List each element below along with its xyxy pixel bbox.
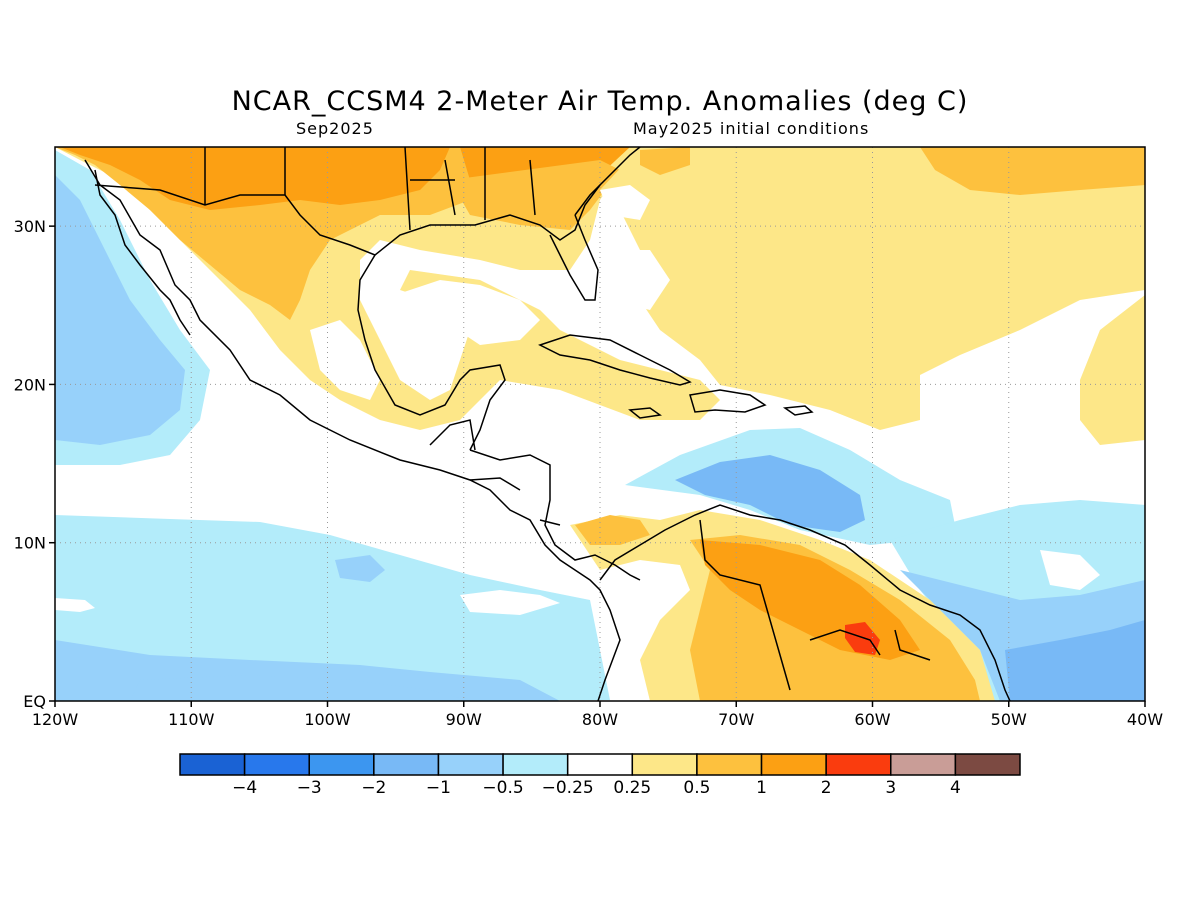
field-warm-atlantic-nw [640, 147, 690, 175]
colorbar-label: 0.25 [613, 778, 651, 798]
colorbar-label: 1 [756, 778, 767, 798]
field-cool-atlantic-se-core [1005, 620, 1145, 701]
colorbar-swatch [760, 753, 827, 776]
coastline-baja [94, 169, 191, 336]
colorbar-swatch [954, 753, 1021, 776]
colorbar-swatch [825, 753, 892, 776]
field-neutral-atlantic [1040, 550, 1100, 590]
colorbar-swatch [437, 753, 504, 776]
colorbar-label: 0.5 [683, 778, 710, 798]
colorbar-swatch [179, 753, 246, 776]
colorbar-label: 3 [885, 778, 896, 798]
colorbar-swatch [566, 753, 634, 776]
colorbar-swatch [373, 753, 440, 776]
field-cool-caribbean-core [675, 455, 865, 532]
x-tick-label: 120W [32, 710, 79, 729]
field-warm-colombia-patch [575, 515, 650, 545]
colorbar-swatch [308, 753, 375, 776]
field-neutral-atlantic-sw [600, 185, 650, 220]
forecast-month: Sep2025 [296, 119, 374, 138]
coastline-hispaniola [689, 389, 767, 413]
x-tick-label: 90W [446, 710, 482, 729]
field-neutral-gulf [395, 280, 540, 345]
field-neutral-atlantic-mid [600, 250, 670, 310]
colorbar-label: −3 [297, 778, 322, 798]
x-tick-label: 70W [718, 710, 754, 729]
colorbar-label: −0.5 [482, 778, 523, 798]
colorbar-swatch [243, 753, 310, 776]
x-tick-label: 40W [1127, 710, 1163, 729]
coastline-central-america-caribbean [469, 449, 641, 581]
y-tick-label: 30N [14, 217, 46, 236]
coastline-south-america-north [599, 504, 1011, 701]
colorbar-swatch [631, 753, 698, 776]
field-neutral-yucatan [310, 320, 380, 400]
map-field [55, 147, 1145, 701]
field-cool-patch-92w [335, 555, 385, 582]
x-tick-label: 60W [854, 710, 890, 729]
field-cool-pacific-band [55, 515, 610, 701]
coastline-gulf-of-mexico [357, 184, 601, 451]
coastlines [84, 147, 1011, 701]
x-tick-label: 100W [304, 710, 351, 729]
colorbar-swatch [890, 753, 957, 776]
field-warm-atlantic [600, 147, 1145, 445]
colorbar-label: −1 [426, 778, 451, 798]
coastline-us-east [574, 147, 641, 216]
x-tick-label: 110W [168, 710, 215, 729]
x-tick-label: 80W [582, 710, 618, 729]
coastline-mexico-pacific [84, 159, 621, 701]
graticule [55, 147, 1145, 701]
field-cool-pacific-south-deep [130, 675, 470, 701]
field-hot-guiana [845, 622, 880, 655]
axis-ticks: 120W 110W 100W 90W 80W 70W 60W 50W 40W EQ 10N 20N 30… [14, 217, 1164, 729]
field-cool-mexico-coast-inner [55, 175, 185, 445]
field-neutral-patch-pacific-2 [460, 590, 560, 615]
colorbar: −4 −3 −2 −1 −0.5 −0.25 0.25 0.5 1 2 3 4 [179, 753, 1021, 798]
border-central-america [429, 419, 561, 526]
border-states-north [204, 147, 536, 231]
colorbar-label: −2 [361, 778, 386, 798]
y-tick-label: 20N [14, 375, 46, 394]
colorbar-label: −4 [232, 778, 257, 798]
border-south-america [699, 519, 931, 691]
coastline-cuba [538, 334, 692, 386]
y-tick-label: 10N [14, 534, 46, 553]
x-tick-label: 50W [991, 710, 1027, 729]
coastline-jamaica [628, 407, 662, 419]
coastline-puerto-rico [782, 405, 814, 416]
colorbar-label: 2 [821, 778, 832, 798]
colorbar-label: −0.25 [542, 778, 594, 798]
field-warm-texas-core [60, 147, 450, 210]
field-neutral-patch-pacific [55, 598, 95, 612]
colorbar-label: 4 [950, 778, 961, 798]
map-title: NCAR_CCSM4 2-Meter Air Temp. Anomalies (… [231, 86, 969, 117]
coastline-florida [549, 214, 599, 301]
initial-conditions: May2025 initial conditions [633, 119, 870, 138]
y-tick-label: EQ [23, 692, 46, 711]
field-warm-atlantic-ne [920, 147, 1145, 195]
colorbar-swatch [502, 753, 569, 776]
colorbar-swatch [696, 753, 763, 776]
